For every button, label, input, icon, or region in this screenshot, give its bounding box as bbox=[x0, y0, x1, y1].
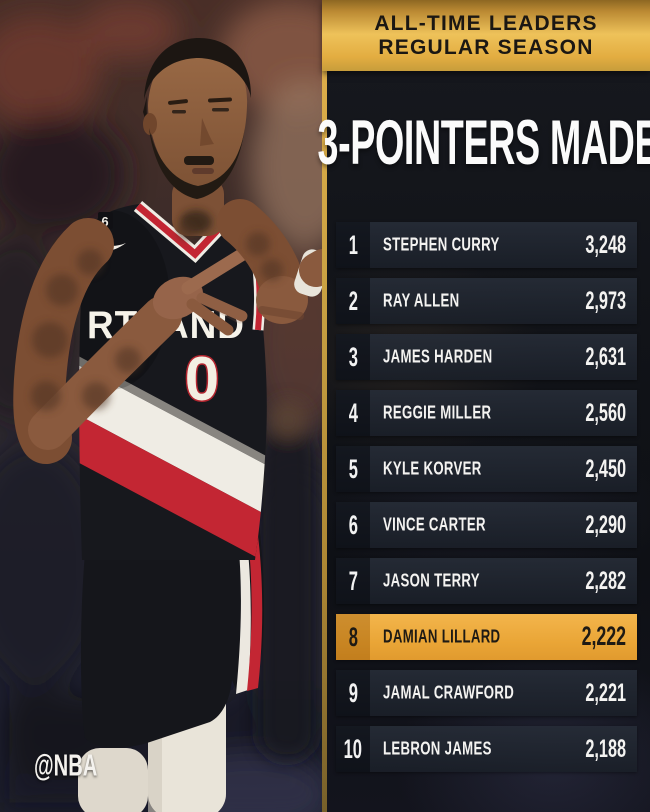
nba-watermark: @NBA bbox=[34, 748, 98, 783]
rank-cell: 1 bbox=[336, 222, 370, 268]
player-value-cell: 2,560 bbox=[571, 390, 637, 436]
player-value: 2,973 bbox=[585, 286, 626, 315]
player-name: JAMES HARDEN bbox=[383, 346, 493, 367]
rank-cell: 4 bbox=[336, 390, 370, 436]
page-title: 3-POINTERS MADE bbox=[317, 106, 650, 178]
player-name: VINCE CARTER bbox=[383, 514, 486, 535]
table-row: 10 LEBRON JAMES 2,188 bbox=[336, 726, 637, 772]
rank-label: 5 bbox=[348, 453, 358, 484]
player-name: JAMAL CRAWFORD bbox=[383, 682, 515, 703]
banner: ALL-TIME LEADERS REGULAR SEASON bbox=[322, 0, 650, 71]
rank-cell: 5 bbox=[336, 446, 370, 492]
player-name-cell: VINCE CARTER bbox=[370, 502, 512, 548]
rank-cell: 9 bbox=[336, 670, 370, 716]
player-value: 3,248 bbox=[585, 230, 626, 259]
player-value-cell: 2,631 bbox=[571, 334, 637, 380]
rank-label: 2 bbox=[348, 285, 358, 316]
player-photo: 6 RTLAND 0 bbox=[0, 0, 323, 812]
rank-label: 3 bbox=[348, 341, 358, 372]
player-value: 2,290 bbox=[585, 510, 626, 539]
title-block: 3-POINTERS MADE bbox=[318, 71, 650, 213]
player-name-cell: REGGIE MILLER bbox=[370, 390, 518, 436]
player-name-cell: JAMAL CRAWFORD bbox=[370, 670, 547, 716]
player-name-cell: JAMES HARDEN bbox=[370, 334, 520, 380]
player-name-cell: JASON TERRY bbox=[370, 558, 504, 604]
player-value: 2,222 bbox=[581, 621, 626, 652]
player-value-cell: 2,973 bbox=[571, 278, 637, 324]
rank-cell: 10 bbox=[336, 726, 370, 772]
player-name: LEBRON JAMES bbox=[383, 738, 492, 759]
rank-label: 7 bbox=[348, 565, 358, 596]
player-name-cell: KYLE KORVER bbox=[370, 446, 506, 492]
player-value: 2,631 bbox=[585, 342, 626, 371]
player-value-cell: 3,248 bbox=[571, 222, 637, 268]
rank-cell: 7 bbox=[336, 558, 370, 604]
player-arms bbox=[13, 199, 323, 464]
rank-label: 10 bbox=[343, 733, 363, 764]
player-name: REGGIE MILLER bbox=[383, 402, 492, 423]
player-value: 2,560 bbox=[585, 398, 626, 427]
rank-label: 6 bbox=[348, 509, 358, 540]
player-name-cell: DAMIAN LILLARD bbox=[370, 614, 530, 660]
player-name-cell: LEBRON JAMES bbox=[370, 726, 519, 772]
rank-cell: 6 bbox=[336, 502, 370, 548]
table-row: 2 RAY ALLEN 2,973 bbox=[336, 278, 637, 324]
player-value-cell: 2,450 bbox=[571, 446, 637, 492]
jersey-patch-number: 6 bbox=[101, 214, 108, 229]
player-name: DAMIAN LILLARD bbox=[383, 626, 501, 647]
table-row: 3 JAMES HARDEN 2,631 bbox=[336, 334, 637, 380]
table-row: 7 JASON TERRY 2,282 bbox=[336, 558, 637, 604]
player-name: STEPHEN CURRY bbox=[383, 234, 500, 255]
player-name-cell: RAY ALLEN bbox=[370, 278, 479, 324]
player-name: JASON TERRY bbox=[383, 570, 480, 591]
table-row: 1 STEPHEN CURRY 3,248 bbox=[336, 222, 637, 268]
leaderboard: 1 STEPHEN CURRY 3,248 2 RAY ALLEN 2,973 … bbox=[336, 222, 637, 772]
player-figure: 6 RTLAND 0 bbox=[13, 38, 323, 812]
rank-label: 4 bbox=[348, 397, 358, 428]
rank-cell: 3 bbox=[336, 334, 370, 380]
player-value-cell: 2,221 bbox=[571, 670, 637, 716]
table-row: 4 REGGIE MILLER 2,560 bbox=[336, 390, 637, 436]
banner-line2: REGULAR SEASON bbox=[378, 35, 594, 59]
player-name: RAY ALLEN bbox=[383, 290, 460, 311]
player-value-cell: 2,222 bbox=[566, 614, 637, 660]
player-value-cell: 2,282 bbox=[571, 558, 637, 604]
rank-label: 8 bbox=[348, 621, 358, 652]
table-row: 6 VINCE CARTER 2,290 bbox=[336, 502, 637, 548]
blurred-figure bbox=[258, 400, 316, 760]
rank-cell: 8 bbox=[336, 614, 370, 660]
rank-cell: 2 bbox=[336, 278, 370, 324]
table-row: 5 KYLE KORVER 2,450 bbox=[336, 446, 637, 492]
player-head bbox=[143, 38, 252, 236]
jersey-number: 0 bbox=[185, 345, 219, 414]
gold-divider bbox=[322, 0, 327, 812]
player-name-cell: STEPHEN CURRY bbox=[370, 222, 529, 268]
rank-label: 9 bbox=[348, 677, 358, 708]
player-name: KYLE KORVER bbox=[383, 458, 482, 479]
player-value: 2,221 bbox=[585, 678, 626, 707]
table-row: 8 DAMIAN LILLARD 2,222 bbox=[336, 614, 637, 660]
table-row: 9 JAMAL CRAWFORD 2,221 bbox=[336, 670, 637, 716]
player-value: 2,450 bbox=[585, 454, 626, 483]
player-value: 2,188 bbox=[585, 734, 626, 763]
player-value-cell: 2,188 bbox=[571, 726, 637, 772]
banner-line1: ALL-TIME LEADERS bbox=[374, 11, 598, 35]
player-value: 2,282 bbox=[585, 566, 626, 595]
rank-label: 1 bbox=[348, 229, 358, 260]
player-value-cell: 2,290 bbox=[571, 502, 637, 548]
